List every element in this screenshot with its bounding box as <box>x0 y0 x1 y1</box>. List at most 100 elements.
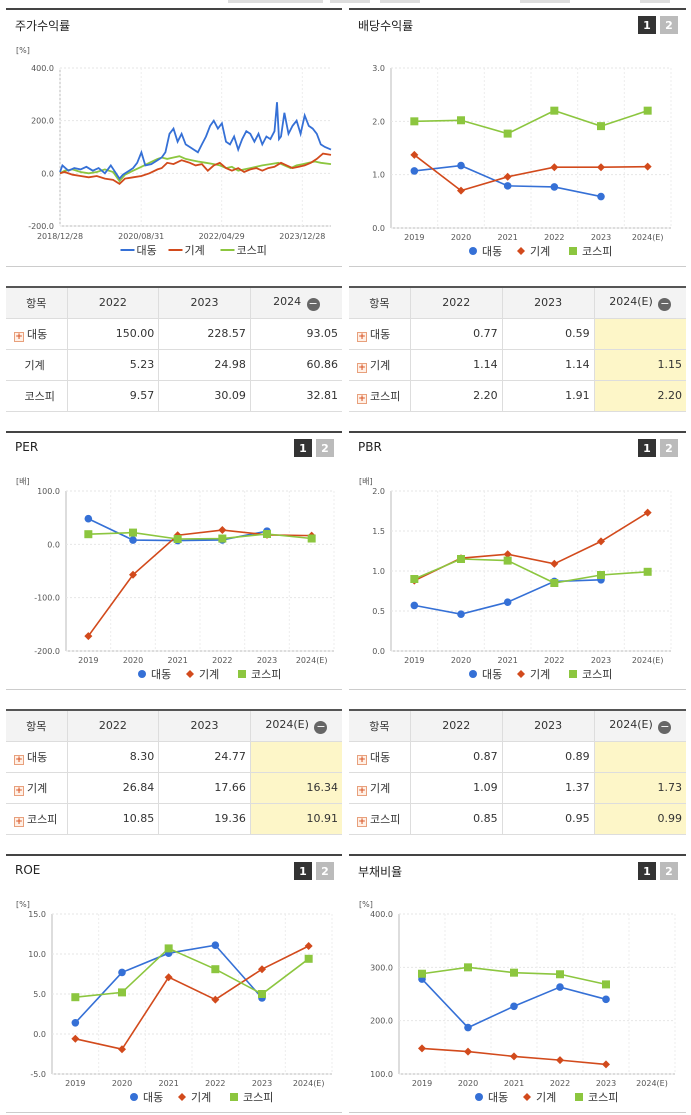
series-line <box>59 152 332 186</box>
data-point <box>550 163 559 172</box>
table-row: + 기계 26.84 17.66 16.34 <box>6 772 342 804</box>
data-point <box>307 534 316 543</box>
per-chart: [배] 100.0 0.0 -100.0 -200.0 2019 2020 2021 2022 2… <box>16 477 335 681</box>
row-name[interactable]: + 대동 <box>6 741 68 773</box>
table-cell: 5.23 <box>67 349 160 381</box>
table-cell: 10.91 <box>250 803 342 835</box>
legend-item: 대동 <box>469 245 502 258</box>
x-tick-label: 2023 <box>252 1079 272 1088</box>
view-1-button[interactable]: 1 <box>638 16 656 34</box>
legend-item: 코스피 <box>220 244 267 257</box>
table-cell: 1.91 <box>502 380 595 412</box>
data-point <box>118 988 126 997</box>
legend-item: 기계 <box>168 244 205 257</box>
x-tick-label: 2023 <box>591 656 611 665</box>
row-name[interactable]: + 기계 <box>349 772 411 804</box>
series-line <box>414 164 602 198</box>
table-cell: 0.99 <box>594 803 686 835</box>
collapse-icon[interactable]: − <box>314 719 328 734</box>
expand-icon[interactable]: + <box>357 785 367 796</box>
data-point <box>556 970 564 979</box>
series-line <box>88 531 312 540</box>
view-1-button[interactable]: 1 <box>294 439 312 457</box>
x-tick-label: 2018/12/28 <box>37 232 83 241</box>
x-tick-label: 2020 <box>458 1079 478 1088</box>
legend-label: 코스피 <box>251 668 281 681</box>
expand-icon[interactable]: + <box>14 754 24 765</box>
data-point <box>304 954 313 963</box>
expand-icon[interactable]: + <box>357 362 367 373</box>
x-tick-label: 2020 <box>451 656 471 665</box>
expand-icon[interactable]: + <box>14 816 24 827</box>
series-line <box>59 102 332 181</box>
table-cell: 24.98 <box>158 349 251 381</box>
row-name[interactable]: + 기계 <box>6 772 68 804</box>
table-row: + 대동 150.00 228.57 93.05 <box>6 318 342 350</box>
data-point <box>597 122 605 131</box>
expand-icon[interactable]: + <box>357 816 367 827</box>
legend-item: 기계 <box>523 1091 556 1104</box>
y-tick-label: 1.0 <box>372 171 385 180</box>
legend-marker <box>130 1093 138 1101</box>
row-name[interactable]: + 코스피 <box>6 803 68 835</box>
y-tick-label: -5.0 <box>30 1070 46 1079</box>
view-2-button[interactable]: 2 <box>316 439 334 457</box>
x-tick-label: 2022 <box>544 233 564 242</box>
data-point <box>457 161 465 170</box>
data-point <box>510 968 518 977</box>
expand-icon[interactable]: + <box>357 331 367 342</box>
legend-item: 코스피 <box>575 1091 618 1104</box>
data-point <box>503 550 512 559</box>
table-cell: 93.05 <box>250 318 342 350</box>
view-1-button[interactable]: 1 <box>638 439 656 457</box>
data-point <box>211 941 220 949</box>
view-2-button[interactable]: 2 <box>660 862 678 880</box>
view-2-button[interactable]: 2 <box>660 439 678 457</box>
view-2-button[interactable]: 2 <box>316 862 334 880</box>
row-name[interactable]: + 기계 <box>349 349 411 381</box>
collapse-icon[interactable]: − <box>658 296 672 311</box>
row-name[interactable]: + 대동 <box>6 318 68 350</box>
data-point <box>218 534 227 543</box>
data-point <box>503 182 512 190</box>
table-row: + 대동 0.77 0.59 <box>349 318 686 350</box>
row-name[interactable]: + 코스피 <box>349 803 411 835</box>
panel-title: 주가수익률 <box>15 19 71 33</box>
collapse-icon[interactable]: − <box>306 296 320 311</box>
row-name[interactable]: + 대동 <box>349 318 411 350</box>
x-tick-label: 2020 <box>112 1079 132 1088</box>
expand-icon[interactable]: + <box>14 785 24 796</box>
view-1-button[interactable]: 1 <box>638 862 656 880</box>
view-2-button[interactable]: 2 <box>660 16 678 34</box>
data-point <box>71 993 80 1002</box>
table-cell: 60.86 <box>250 349 342 381</box>
data-point <box>510 1052 518 1061</box>
data-point <box>84 530 93 539</box>
row-name[interactable]: + 코스피 <box>349 380 411 412</box>
expand-icon[interactable]: + <box>14 331 24 342</box>
table-cell: 32.81 <box>250 380 342 412</box>
expand-icon[interactable]: + <box>357 754 367 765</box>
unit-label: [배] <box>16 477 30 486</box>
table-header: 2023 <box>502 286 595 319</box>
collapse-icon[interactable]: − <box>658 719 672 734</box>
data-point <box>643 162 652 171</box>
series-line <box>413 154 648 192</box>
view-1-button[interactable]: 1 <box>294 862 312 880</box>
table-row: + 코스피 10.85 19.36 10.91 <box>6 803 342 835</box>
legend-label: 기계 <box>530 245 550 258</box>
data-point <box>304 942 313 950</box>
panel-title: PER <box>15 440 39 454</box>
legend-item: 대동 <box>120 244 157 257</box>
y-tick-label: 2.0 <box>372 487 385 496</box>
y-tick-label: 400.0 <box>370 910 393 919</box>
x-tick-label: 2022 <box>544 656 564 665</box>
table-header: 2024(E) − <box>594 709 686 742</box>
data-point <box>457 186 465 195</box>
legend-marker <box>475 1093 483 1101</box>
expand-icon[interactable]: + <box>357 393 367 404</box>
row-name[interactable]: + 대동 <box>349 741 411 773</box>
legend-item: 기계 <box>517 245 550 258</box>
